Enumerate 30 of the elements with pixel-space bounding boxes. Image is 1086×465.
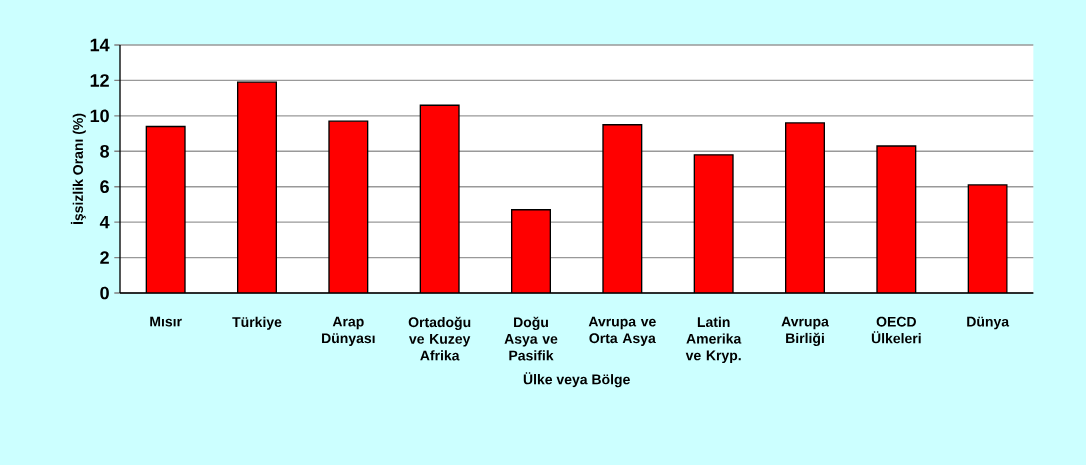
y-axis-title: İşsizlik Oranı (%) [70, 113, 86, 225]
y-tick-label: 0 [100, 286, 109, 300]
bar [694, 154, 733, 293]
x-axis-title: Ülke veya Bölge [523, 372, 630, 388]
bar [967, 184, 1008, 293]
bar [511, 209, 551, 293]
y-tick-label: 6 [100, 180, 109, 194]
x-tick-label: Mısır [150, 316, 182, 327]
bar [329, 121, 368, 293]
y-tick-label: 4 [99, 215, 110, 229]
x-tick-label: Türkiye [232, 316, 282, 330]
x-tick-label: Latin Amerika ve Kryp. [685, 316, 742, 364]
bar [237, 82, 277, 293]
bar [785, 122, 825, 293]
x-tick-label: OECD Ülkeleri [871, 316, 921, 344]
x-tick-label: Ortadoğu ve Kuzey Afrika [408, 316, 471, 361]
x-tick-label: Avrupa ve Orta Asya [588, 316, 656, 346]
y-tick-label: 8 [100, 144, 110, 158]
x-tick-label: Doğu Asya ve Pasifik [504, 316, 558, 361]
bar [603, 124, 642, 293]
x-tick-label: Avrupa Birliği [781, 316, 829, 346]
y-tick-label: 14 [90, 38, 110, 52]
y-tick-label: 12 [90, 74, 109, 87]
x-tick-label: Dünya [967, 316, 1010, 330]
y-tick-label: 2 [100, 251, 109, 264]
bar [146, 126, 185, 293]
y-tick-label: 10 [90, 109, 109, 123]
bar [877, 145, 916, 293]
x-tick-label: Arap Dünyası [322, 316, 375, 346]
bar [420, 105, 459, 293]
